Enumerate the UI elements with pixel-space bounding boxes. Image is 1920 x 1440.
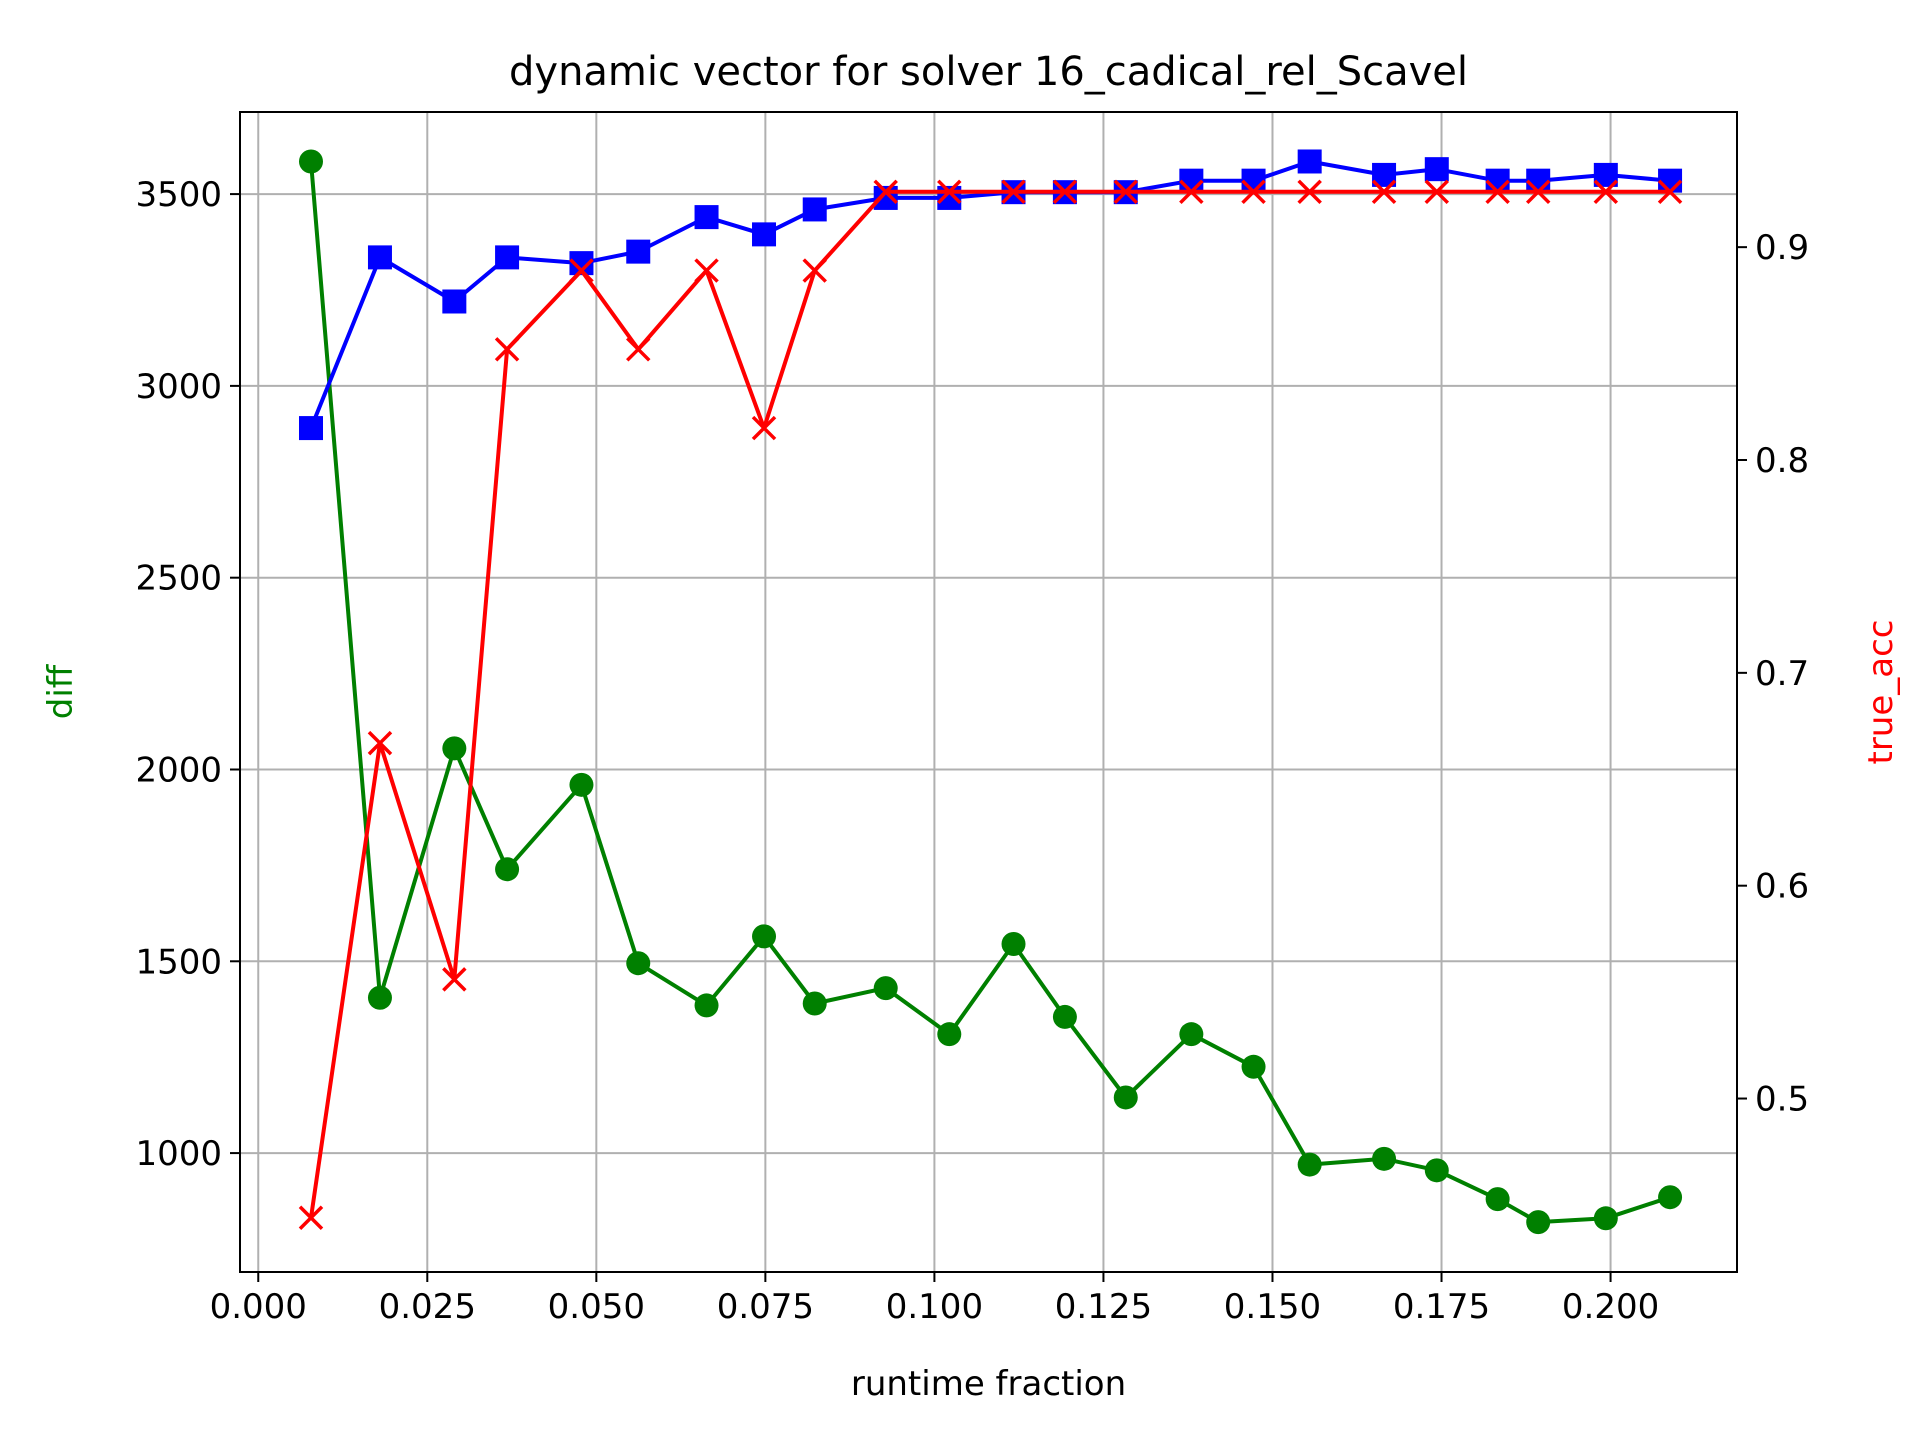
data-point [1001, 932, 1026, 957]
x-tick-label: 0.075 [717, 1287, 814, 1327]
chart-title: dynamic vector for solver 16_cadical_rel… [509, 49, 1468, 95]
data-point [873, 179, 898, 205]
data-point [752, 222, 777, 247]
data-point [442, 967, 467, 992]
data-point [1371, 179, 1397, 205]
data-point [802, 258, 827, 283]
data-point [1424, 1158, 1449, 1183]
left-y-tick-label: 1500 [135, 942, 222, 982]
right-y-tick-label: 0.7 [1755, 654, 1809, 694]
data-point [442, 736, 467, 761]
data-point [626, 239, 651, 264]
data-point [1297, 149, 1322, 174]
data-point [751, 415, 777, 441]
data-point [1297, 1152, 1322, 1177]
right-y-tick-label: 0.9 [1755, 228, 1809, 268]
data-point [367, 245, 392, 270]
data-point [937, 179, 962, 205]
left-y-tick-label: 1000 [135, 1134, 222, 1174]
data-point [802, 991, 827, 1016]
data-point [569, 772, 594, 797]
right-y-tick-label: 0.6 [1755, 867, 1809, 907]
data-point [1526, 168, 1551, 193]
data-point [937, 1022, 962, 1047]
data-point [626, 337, 651, 362]
left-y-tick-label: 3000 [135, 367, 222, 407]
data-point [1485, 179, 1510, 205]
data-point [1658, 168, 1683, 193]
data-point [802, 197, 827, 222]
series-circle [298, 149, 1683, 1235]
x-tick-label: 0.150 [1224, 1287, 1321, 1327]
x-tick-label: 0.050 [548, 1287, 645, 1327]
data-point [1179, 1022, 1204, 1047]
data-point [442, 289, 467, 314]
data-point [495, 857, 520, 882]
data-point [1113, 179, 1138, 205]
data-point [1485, 1187, 1510, 1212]
data-point [694, 205, 719, 230]
data-point [298, 149, 323, 174]
data-point [1424, 157, 1449, 182]
data-point [1001, 179, 1026, 205]
axes: 0.000 0.025 0.050 0.075 0.100 0.125 0.150 0.175… [135, 175, 1809, 1327]
left-y-tick-label: 2000 [135, 750, 222, 790]
data-point [1424, 179, 1450, 205]
right-y-tick-label: 0.5 [1755, 1080, 1809, 1120]
data-point [298, 416, 323, 441]
data-point [298, 1205, 324, 1230]
data-point [1052, 1004, 1077, 1029]
data-point [1658, 1185, 1683, 1210]
right-axis-label: true_acc [1861, 620, 1901, 765]
data-point [1657, 179, 1683, 205]
data-point [694, 993, 719, 1018]
data-point [1241, 179, 1266, 205]
left-axis-label: diff [41, 663, 81, 719]
data-point [1113, 1085, 1138, 1110]
left-y-tick-label: 2500 [135, 559, 222, 599]
data-point [752, 924, 777, 949]
x-tick-label: 0.125 [1055, 1287, 1152, 1327]
data-point [1593, 1206, 1618, 1231]
data-point [494, 337, 520, 362]
data-point [1372, 1146, 1397, 1171]
data-point [1485, 168, 1510, 193]
left-y-tick-label: 3500 [135, 175, 222, 215]
x-tick-label: 0.200 [1562, 1287, 1659, 1327]
plot-frame [239, 111, 1738, 1273]
data-point [367, 985, 392, 1010]
data-point [626, 951, 651, 976]
data-point [873, 976, 898, 1001]
x-tick-label: 0.100 [886, 1287, 983, 1327]
x-tick-label: 0.175 [1393, 1287, 1490, 1327]
x-tick-label: 0.000 [210, 1287, 307, 1327]
data-point [1052, 179, 1078, 205]
data-point [1179, 179, 1204, 205]
right-y-tick-label: 0.8 [1755, 441, 1809, 481]
data-point [1179, 168, 1204, 193]
data-point [1593, 179, 1619, 205]
series-x [298, 179, 1683, 1230]
data-point [1297, 179, 1322, 205]
grid [240, 112, 1737, 1272]
data-point [1526, 1210, 1551, 1235]
series-layer [298, 149, 1683, 1235]
data-point [1241, 168, 1266, 193]
x-axis-label: runtime fraction [851, 1364, 1126, 1404]
data-point [1241, 1054, 1266, 1079]
data-point [495, 245, 520, 270]
data-point [367, 730, 393, 756]
x-tick-label: 0.025 [379, 1287, 476, 1327]
data-point [1525, 179, 1551, 205]
data-point [694, 258, 719, 283]
data-point [569, 258, 594, 283]
